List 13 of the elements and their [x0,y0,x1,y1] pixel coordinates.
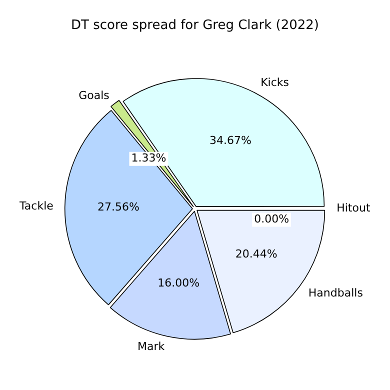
chart-title: DT score spread for Greg Clark (2022) [71,18,319,34]
slice-label: Tackle [18,200,54,213]
slice-label: Handballs [308,286,364,300]
data-label: 34.67% [209,134,252,147]
slice-label: Mark [138,340,166,353]
data-label: 16.00% [158,276,200,290]
data-label: 20.44% [235,248,278,261]
slice-label: Goals [78,88,110,102]
category-label: Hitout [336,202,370,215]
data-label: 1.33% [131,152,166,165]
text: 0.00% [254,212,290,226]
data-label: 27.56% [97,200,140,214]
slice-label: Kicks [260,76,290,90]
